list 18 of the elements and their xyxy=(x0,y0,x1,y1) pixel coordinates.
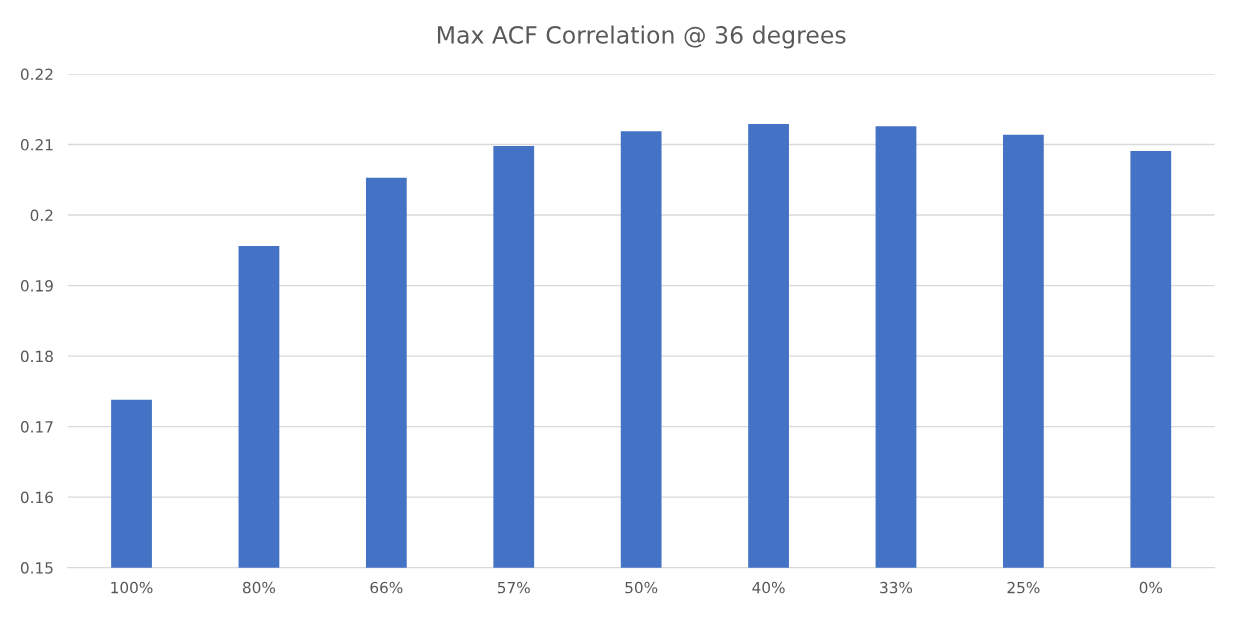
x-tick-label: 40% xyxy=(752,581,785,594)
y-tick-label: 0.15 xyxy=(20,562,53,574)
y-tick-label: 0.22 xyxy=(20,68,53,81)
x-tick-label: 80% xyxy=(242,581,276,594)
y-tick-label: 0.2 xyxy=(30,209,53,222)
x-tick-label: 50% xyxy=(625,581,658,594)
x-tick-label: 100% xyxy=(111,581,153,594)
x-tick-label: 33% xyxy=(880,581,913,594)
y-tick-label: 0.17 xyxy=(20,421,53,433)
chart-title: Max ACF Correlation @ 36 degrees xyxy=(437,25,846,49)
y-tick-label: 0.16 xyxy=(20,491,53,504)
y-tick-label: 0.18 xyxy=(20,350,53,363)
x-tick-label: 57% xyxy=(497,581,530,594)
y-tick-label: 0.21 xyxy=(20,139,53,151)
y-tick-label: 0.19 xyxy=(20,280,53,292)
x-tick-label: 0% xyxy=(1139,581,1163,594)
x-tick-label: 66% xyxy=(370,581,403,594)
x-tick-label: 25% xyxy=(1007,581,1040,594)
